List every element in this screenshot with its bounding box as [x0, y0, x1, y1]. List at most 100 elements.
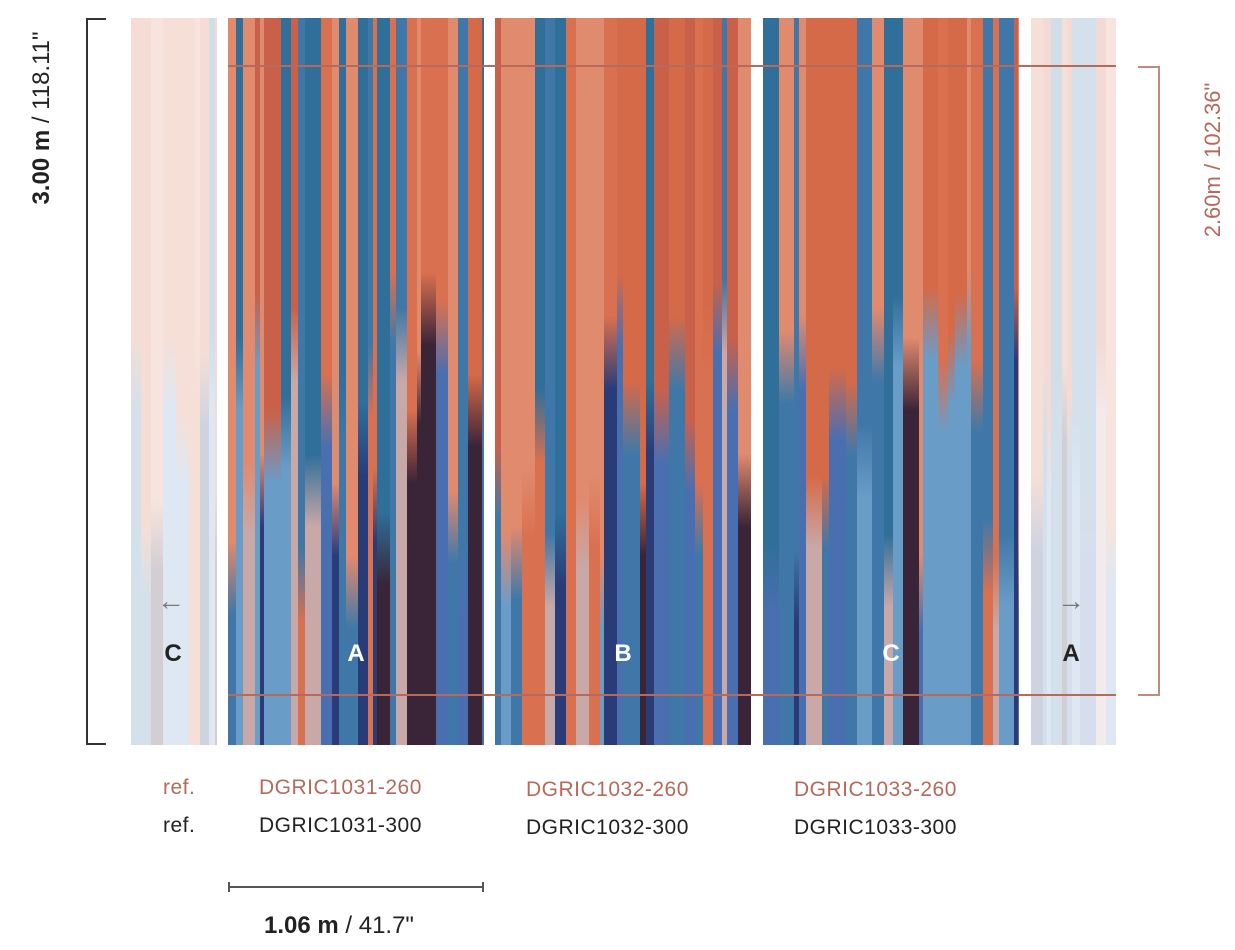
fabric-stripe: [1106, 18, 1116, 745]
visible-height-label: 2.60m / 102.36": [1200, 82, 1225, 238]
fabric-stripe: [255, 18, 260, 745]
fabric-stripe: [396, 18, 407, 745]
ref-b-260: DGRIC1032-260: [526, 778, 689, 801]
fabric-stripe: [999, 18, 1014, 745]
fabric-stripe: [799, 18, 806, 745]
fabric-stripe: [511, 18, 522, 745]
fabric-stripe: [390, 18, 396, 745]
fabric-stripe: [298, 18, 305, 745]
fabric-stripe: [421, 18, 436, 745]
fabric-stripe: [1031, 18, 1043, 745]
fabric-stripe: [1072, 18, 1080, 745]
fabric-stripe: [763, 18, 779, 745]
fabric-stripe: [589, 18, 600, 745]
fabric-stripe: [417, 18, 421, 745]
fabric-stripe: [176, 18, 189, 745]
fabric-stripe: [600, 18, 604, 745]
fabric-stripe: [993, 18, 999, 745]
ref-label-300: ref.: [163, 814, 196, 837]
fabric-stripe: [713, 18, 722, 745]
ref-b-300: DGRIC1032-300: [526, 816, 689, 839]
fabric-stripe: [566, 18, 576, 745]
fabric-stripe: [1014, 18, 1018, 745]
panel-c: [763, 18, 1019, 745]
panel-width-label: 1.06 m / 41.7": [264, 912, 414, 940]
panel-width-line: [228, 886, 484, 888]
panel-letter-ghost-left: C: [164, 640, 182, 667]
fabric-stripe: [545, 18, 555, 745]
fabric-stripe: [522, 18, 535, 745]
fabric-stripe: [695, 18, 703, 745]
total-height-label: 3.00 m / 118.11": [28, 31, 56, 204]
fabric-stripe: [893, 18, 903, 745]
fabric-stripe: [264, 18, 281, 745]
arrow-left-icon: ←: [157, 585, 185, 616]
fabric-stripe: [923, 18, 938, 745]
panel-width-tick-right: [482, 882, 484, 892]
fabric-stripe: [163, 18, 176, 745]
fabric-stripe: [685, 18, 695, 745]
fabric-stripe: [368, 18, 373, 745]
fabric-stripe: [703, 18, 713, 745]
fabric-stripe: [722, 18, 727, 745]
fabric-stripe: [727, 18, 738, 745]
fabric-stripe: [1047, 18, 1051, 745]
fabric-stripe: [857, 18, 872, 745]
fabric-stripe: [151, 18, 163, 745]
fabric-stripe: [1043, 18, 1047, 745]
fabric-stripe: [358, 18, 368, 745]
fabric-stripe: [555, 18, 566, 745]
fabric-stripe: [604, 18, 617, 745]
panel-a: [228, 18, 484, 745]
ghost-panel-left: [131, 18, 217, 745]
fabric-stripe: [1062, 18, 1067, 745]
fabric-stripe: [1096, 18, 1106, 745]
total-height-bracket: [86, 18, 106, 745]
fabric-stripe: [535, 18, 545, 745]
fabric-stripe: [779, 18, 794, 745]
fabric-stripe: [243, 18, 255, 745]
fabric-stripe: [215, 18, 217, 745]
panel-letter-ghost-right: A: [1062, 640, 1080, 667]
fabric-stripe: [495, 18, 501, 745]
total-height-metric: 3.00 m: [28, 129, 55, 205]
fabric-stripe: [806, 18, 822, 745]
panel-letter-c: C: [882, 640, 900, 667]
fabric-stripe: [260, 18, 264, 745]
fabric-stripe: [654, 18, 669, 745]
fabric-stripe: [884, 18, 893, 745]
ghost-panel-right: [1031, 18, 1116, 745]
fabric-stripe: [919, 18, 923, 745]
fabric-stripe: [291, 18, 298, 745]
fabric-stripe: [983, 18, 993, 745]
fabric-stripe: [872, 18, 884, 745]
ref-a-260: DGRIC1031-260: [259, 776, 422, 799]
fabric-stripe: [955, 18, 967, 745]
fabric-stripe: [576, 18, 589, 745]
bottom-trim-line: [228, 694, 1116, 696]
panel-width-tick-left: [228, 882, 230, 892]
fabric-stripe: [458, 18, 468, 745]
fabric-stripe: [623, 18, 640, 745]
panel-b: [495, 18, 751, 745]
fabric-stripe: [407, 18, 417, 745]
panel-letter-b: B: [614, 640, 632, 667]
panel-letter-a: A: [347, 640, 365, 667]
fabric-stripe: [829, 18, 846, 745]
fabric-stripe: [373, 18, 377, 745]
fabric-stripe: [228, 18, 236, 745]
fabric-stripe: [189, 18, 195, 745]
fabric-stripe: [846, 18, 857, 745]
visible-height-bracket: [1138, 66, 1160, 696]
fabric-stripe: [938, 18, 948, 745]
fabric-stripe: [822, 18, 829, 745]
fabric-stripe: [738, 18, 751, 745]
fabric-stripe: [482, 18, 484, 745]
panel-width-imperial: / 41.7": [338, 912, 414, 939]
fabric-stripe: [903, 18, 919, 745]
ref-c-300: DGRIC1033-300: [794, 816, 957, 839]
fabric-stripe: [448, 18, 458, 745]
fabric-stripe: [468, 18, 482, 745]
fabric-stripe: [346, 18, 358, 745]
fabric-stripe: [971, 18, 983, 745]
